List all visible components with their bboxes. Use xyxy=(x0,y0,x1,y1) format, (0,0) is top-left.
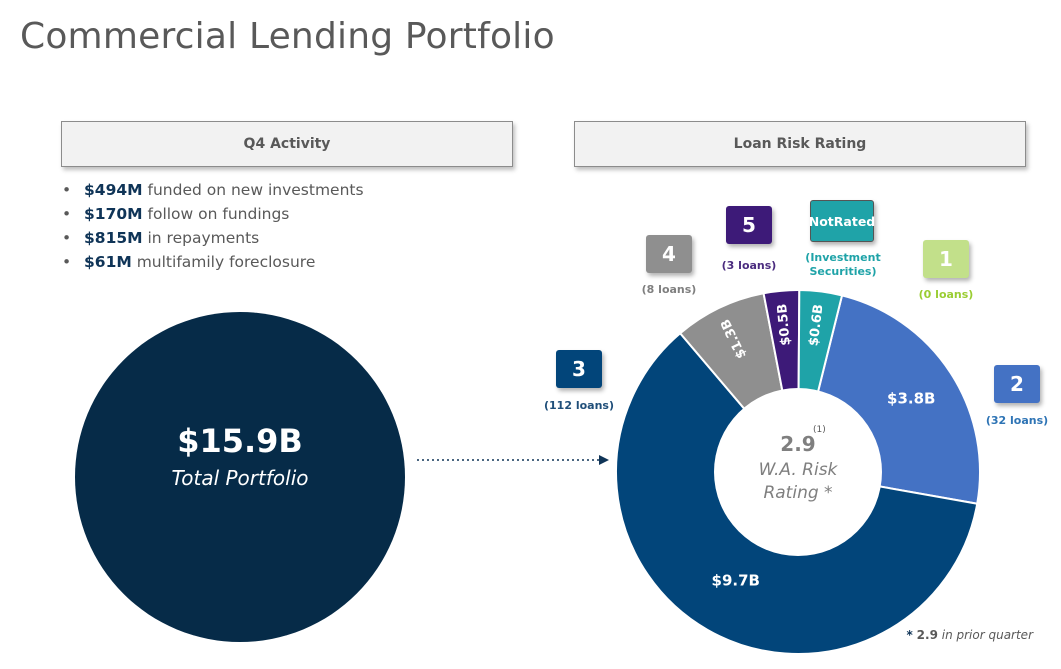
activity-amount: $170M xyxy=(84,205,143,223)
not-rated-count-line: (Investment xyxy=(805,251,881,264)
bullet-icon: • xyxy=(62,253,72,271)
total-portfolio-label: Total Portfolio xyxy=(171,466,309,490)
prior-quarter-footnote: * 2.9 in prior quarter xyxy=(907,628,1033,642)
rating-2-badge: 2 xyxy=(994,365,1040,403)
not-rated-badge: Not Rated xyxy=(808,200,876,242)
wa-risk-rating-label: W.A. Risk Rating * xyxy=(722,459,874,505)
rating-3-badge: 3 xyxy=(556,350,602,388)
rating-1-count: (0 loans) xyxy=(918,288,974,301)
activity-text: multifamily foreclosure xyxy=(131,253,316,271)
not-rated-badge-line: Not xyxy=(808,213,834,229)
activity-amount: $494M xyxy=(84,181,143,199)
prior-quarter-text: in prior quarter xyxy=(937,628,1033,642)
rating-4-count: (8 loans) xyxy=(641,283,697,296)
rating-3-count: (112 loans) xyxy=(544,399,614,412)
list-item: • $61M multifamily foreclosure xyxy=(62,250,364,274)
q4-activity-header: Q4 Activity xyxy=(61,121,513,167)
rating-5-badge: 5 xyxy=(726,206,772,244)
not-rated-badge-line: Rated xyxy=(833,213,876,229)
loan-risk-rating-header: Loan Risk Rating xyxy=(574,121,1026,167)
wa-risk-rating-label-line: W.A. Risk xyxy=(758,460,838,480)
activity-text: in repayments xyxy=(142,229,260,247)
bullet-icon: • xyxy=(62,205,72,223)
bullet-icon: • xyxy=(62,181,72,199)
list-item: • $494M funded on new investments xyxy=(62,178,364,202)
page-title: Commercial Lending Portfolio xyxy=(20,16,555,57)
footnote-star: * xyxy=(906,628,913,642)
slice-data-label: $0.6B xyxy=(806,303,826,347)
prior-quarter-value: 2.9 xyxy=(916,628,938,642)
list-item: • $815M in repayments xyxy=(62,226,364,250)
footnote-marker: (1) xyxy=(813,425,826,435)
slice-data-label: $3.8B xyxy=(887,390,935,408)
not-rated-count: (Investment Securities) xyxy=(792,251,894,279)
not-rated-count-line: Securities) xyxy=(809,265,877,278)
activity-amount: $815M xyxy=(84,229,143,247)
wa-risk-rating-label-line: Rating * xyxy=(763,483,833,503)
rating-5-count: (3 loans) xyxy=(721,259,777,272)
activity-amount: $61M xyxy=(84,253,132,271)
activity-text: follow on fundings xyxy=(142,205,290,223)
activity-list: • $494M funded on new investments • $170M … xyxy=(62,178,364,274)
list-item: • $170M follow on fundings xyxy=(62,202,364,226)
rating-4-badge: 4 xyxy=(646,235,692,273)
wa-risk-rating-value: 2.9 xyxy=(780,432,816,456)
slice-data-label: $9.7B xyxy=(712,571,760,589)
bullet-icon: • xyxy=(62,229,72,247)
rating-1-badge: 1 xyxy=(923,240,969,278)
activity-text: funded on new investments xyxy=(142,181,364,199)
total-portfolio-circle xyxy=(75,312,405,642)
donut-hole xyxy=(714,388,882,556)
total-portfolio-value: $15.9B xyxy=(177,422,303,460)
slice-data-label: $0.5B xyxy=(775,303,794,346)
rating-2-count: (32 loans) xyxy=(985,414,1049,427)
dotted-arrow-icon xyxy=(417,455,609,465)
